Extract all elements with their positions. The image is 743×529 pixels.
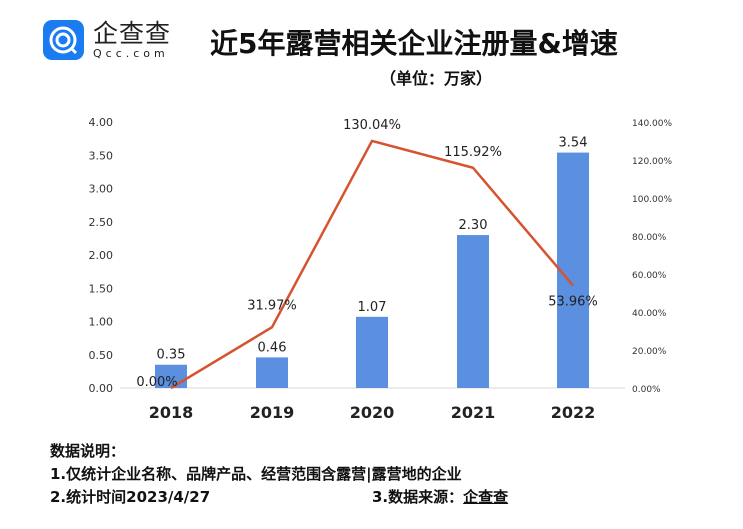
- x-tick-label: 2019: [250, 403, 295, 422]
- bar-label: 2.30: [459, 218, 488, 233]
- y-tick-label: 2.50: [89, 216, 114, 229]
- y2-tick-label: 120.00%: [632, 157, 672, 167]
- y-tick-label: 0.00: [89, 382, 114, 395]
- y2-tick-label: 20.00%: [632, 347, 667, 357]
- y2-tick-label: 100.00%: [632, 195, 672, 205]
- qcc-logo-icon: [43, 20, 84, 60]
- y-tick-label: 1.50: [89, 282, 114, 295]
- y-tick-label: 3.00: [89, 183, 114, 196]
- line-label: 0.00%: [136, 375, 177, 390]
- y2-tick-label: 140.00%: [632, 119, 672, 129]
- notes-line3-prefix: 3.数据来源：: [372, 488, 464, 506]
- notes-heading: 数据说明：: [50, 442, 126, 460]
- notes-line3: 3.数据来源：企查查: [372, 486, 508, 509]
- x-tick-label: 2022: [551, 403, 596, 422]
- notes-line1: 1.仅统计企业名称、品牌产品、经营范围含露营|露营地的企业: [50, 465, 462, 483]
- chart-subtitle: （单位：万家）: [380, 69, 493, 88]
- bar: [356, 316, 388, 388]
- y-tick-label: 4.00: [89, 116, 114, 129]
- bar-label: 0.46: [258, 340, 287, 355]
- bar: [557, 152, 589, 388]
- y-tick-label: 1.00: [89, 316, 114, 329]
- growth-line: [170, 139, 574, 390]
- y2-tick-label: 0.00%: [632, 385, 661, 395]
- line-label: 53.96%: [548, 294, 598, 309]
- bar: [256, 357, 288, 388]
- notes: 数据说明： 1.仅统计企业名称、品牌产品、经营范围含露营|露营地的企业 2.统计…: [50, 440, 508, 509]
- notes-line3-source: 企查查: [463, 488, 509, 506]
- bar-label: 1.07: [358, 300, 387, 315]
- qcc-logo: 企查查 Qcc.com: [43, 20, 171, 60]
- line-label: 31.97%: [247, 298, 297, 313]
- logo-cn: 企查查: [93, 18, 172, 48]
- y-tick-label: 0.50: [89, 349, 114, 362]
- y2-tick-label: 40.00%: [632, 309, 667, 319]
- x-tick-label: 2018: [149, 403, 194, 422]
- bar-label: 3.54: [559, 136, 588, 151]
- y-tick-label: 3.50: [89, 149, 114, 162]
- notes-line2: 2.统计时间2023/4/27: [50, 488, 211, 506]
- y2-tick-label: 60.00%: [632, 271, 667, 281]
- logo-en: Qcc.com: [93, 46, 169, 60]
- line-label: 130.04%: [343, 118, 401, 133]
- x-tick-label: 2020: [350, 403, 395, 422]
- y2-tick-label: 80.00%: [632, 233, 667, 243]
- chart-title: 近5年露营相关企业注册量&增速: [210, 27, 618, 60]
- bar-label: 0.35: [157, 348, 186, 363]
- line-label: 115.92%: [444, 145, 502, 160]
- y-tick-label: 2.00: [89, 249, 114, 262]
- x-tick-label: 2021: [451, 403, 496, 422]
- bar: [457, 235, 489, 388]
